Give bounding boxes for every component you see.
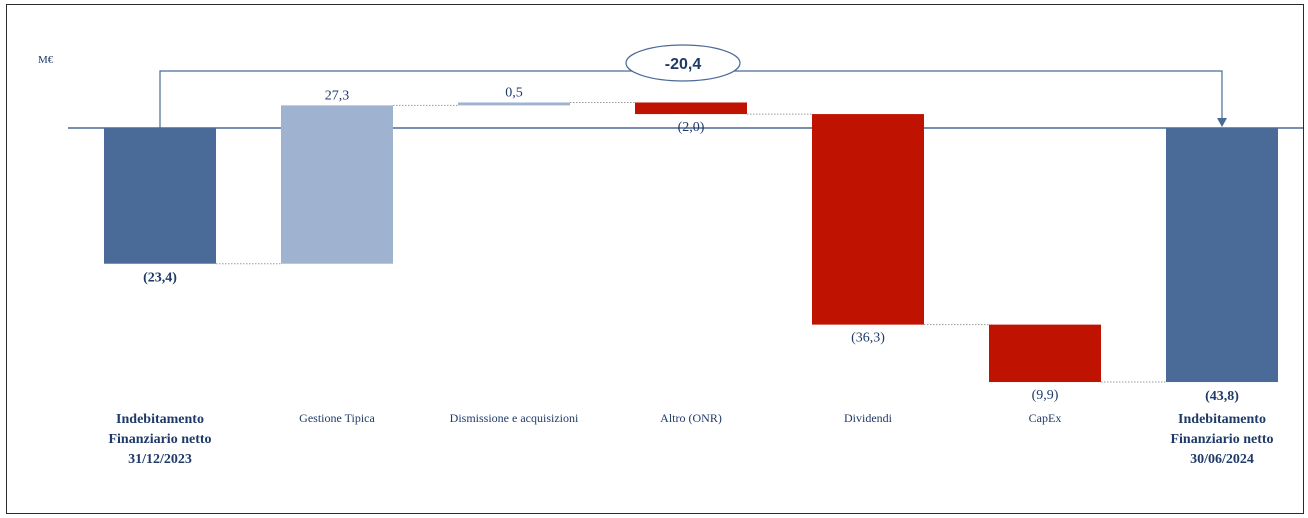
category-label-line: Finanziario netto	[108, 432, 211, 447]
arrow-icon	[1217, 118, 1227, 127]
total-change-badge	[625, 44, 741, 82]
category-label-line: Indebitamento	[1178, 412, 1266, 427]
waterfall-chart: M€ (23,4) 27,3 0,5 (2,0) (36,3) (9,9) (43,8) In…	[38, 44, 1303, 467]
bar	[635, 102, 747, 115]
bar	[458, 102, 570, 106]
data-label: (43,8)	[1205, 389, 1239, 404]
category-label-line: Finanziario netto	[1170, 432, 1273, 447]
data-label: 0,5	[505, 85, 523, 100]
category-label-line: Dividendi	[844, 411, 893, 425]
category-label: Altro (ONR)	[660, 411, 722, 425]
category-label-line: Altro (ONR)	[660, 411, 722, 425]
bar	[104, 128, 216, 264]
total-change-value: -20,4	[665, 56, 702, 73]
chart-frame: M€ (23,4) 27,3 0,5 (2,0) (36,3) (9,9) (43,8) In…	[6, 4, 1304, 514]
bar	[989, 324, 1101, 383]
category-label-line: Dismissione e acquisizioni	[450, 411, 579, 425]
data-label: 27,3	[325, 88, 350, 103]
category-label: Dividendi	[844, 411, 893, 425]
data-label: (23,4)	[143, 271, 177, 286]
category-label: CapEx	[1029, 411, 1062, 425]
category-label: Indebitamento Finanziario netto 31/12/2023	[108, 412, 211, 467]
category-label: Dismissione e acquisizioni	[450, 411, 579, 425]
bar	[812, 114, 924, 325]
bar	[281, 105, 393, 264]
data-label: (2,0)	[678, 120, 705, 135]
category-label: Indebitamento Finanziario netto 30/06/2024	[1170, 412, 1273, 467]
category-label-line: Gestione Tipica	[299, 411, 375, 425]
unit-label: M€	[38, 54, 54, 66]
category-label-line: 30/06/2024	[1190, 452, 1254, 467]
category-label-line: CapEx	[1029, 411, 1062, 425]
bar	[1166, 128, 1278, 383]
category-label-line: Indebitamento	[116, 412, 204, 427]
category-label-line: 31/12/2023	[128, 452, 192, 467]
data-label: (9,9)	[1032, 388, 1059, 403]
data-label: (36,3)	[851, 331, 885, 346]
category-label: Gestione Tipica	[299, 411, 375, 425]
